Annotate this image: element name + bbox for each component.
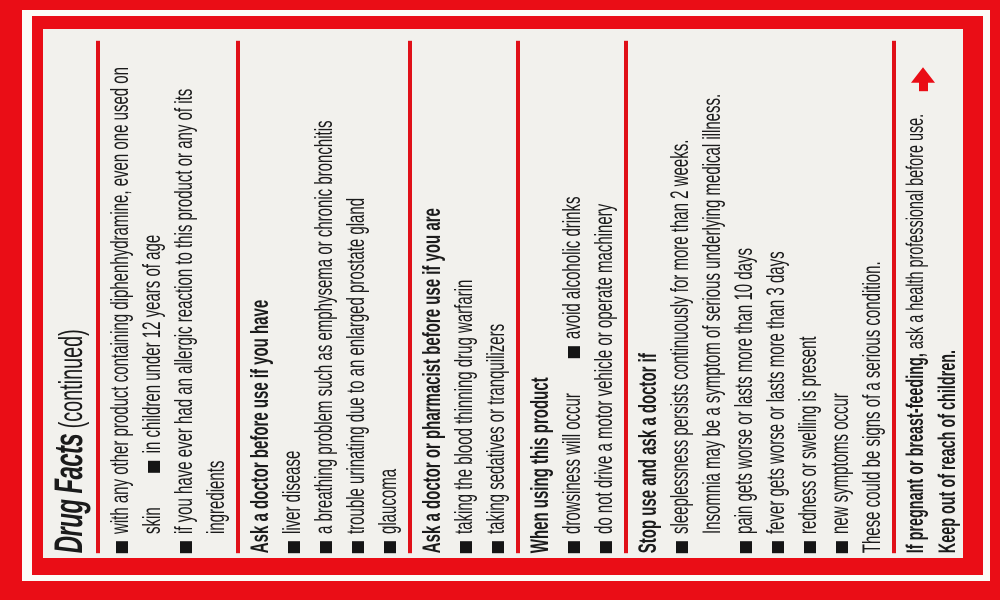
bullet-square-icon — [384, 541, 396, 554]
section-heading: When using this product — [526, 377, 554, 554]
bullet-item: glaucoma — [372, 41, 404, 554]
bullet-square-icon — [320, 541, 332, 554]
section-divider — [516, 40, 520, 554]
section-divider — [96, 40, 100, 554]
bullet-square-icon — [460, 541, 472, 554]
bullet-square-icon — [836, 541, 848, 554]
bullet-square-icon — [772, 541, 784, 554]
bullet-square-icon — [740, 541, 752, 554]
bullet-item: pain gets worse or lasts more than 10 da… — [728, 41, 760, 554]
bullet-item: trouble urinating due to an enlarged pro… — [340, 41, 372, 554]
bullet-item: new symptoms occur — [824, 41, 856, 554]
bullet-item: drowsiness will occur avoid alcoholic dri… — [556, 41, 588, 554]
bullet-square-icon — [568, 346, 580, 359]
bullet-item: liver disease — [276, 41, 308, 554]
bullet-square-icon — [492, 541, 504, 554]
section-pregnancy-warning: If pregnant or breast-feeding, ask a hea… — [899, 41, 963, 553]
bullet-item: if you have ever had an allergic reactio… — [168, 41, 232, 554]
bullet-square-icon — [148, 460, 160, 473]
drug-facts-title-continued: (continued) — [52, 329, 89, 434]
section-ask-pharmacist: Ask a doctor or pharmacist before use if… — [415, 41, 513, 554]
bullet-text: pain gets worse or lasts more than 10 da… — [730, 248, 758, 534]
keep-out-of-reach-warning: Keep out of reach of children. — [934, 349, 961, 554]
section-heading: Ask a doctor or pharmacist before use if… — [418, 208, 446, 554]
section-divider — [892, 40, 896, 554]
bullet-text: sleeplessness persists continuously for … — [666, 139, 694, 534]
section-ask-doctor: Ask a doctor before use if you have live… — [243, 41, 405, 554]
section-do-not-use-continued: with any other product containing diphen… — [103, 41, 233, 554]
bullet-text: liver disease — [278, 450, 306, 534]
bullet-text-continuation: Insomnia may be a symptom of serious und… — [698, 93, 726, 535]
bullet-square-icon — [116, 541, 128, 554]
bullet-text: trouble urinating due to an enlarged pro… — [342, 197, 370, 535]
bullet-square-icon — [676, 541, 688, 554]
pregnancy-warning-bold: If pregnant or breast-feeding, — [902, 353, 929, 554]
bullet-square-icon — [180, 541, 192, 554]
bullet-square-icon — [568, 541, 580, 554]
bullet-item: redness or swelling is present — [792, 41, 824, 554]
bullet-item: fever gets worse or lasts more than 3 da… — [760, 41, 792, 554]
drug-facts-title-bold: Drug Facts — [47, 433, 91, 554]
section-heading: Ask a doctor before use if you have — [246, 299, 274, 554]
bullet-item: taking sedatives or tranquilizers — [480, 41, 512, 554]
bullet-square-icon — [288, 541, 300, 554]
drug-facts-panel: Drug Facts (continued) with any other pr… — [43, 29, 963, 558]
bullet-text: if you have ever had an allergic reactio… — [170, 88, 230, 534]
bullet-text: in children under 12 years of age — [138, 234, 166, 454]
bullet-square-icon — [352, 541, 364, 554]
bullet-text: do not drive a motor vehicle or operate … — [590, 203, 618, 534]
bullet-square-icon — [804, 541, 816, 554]
bullet-text: drowsiness will occur — [558, 393, 586, 534]
bullet-text: a breathing problem such as emphysema or… — [310, 120, 338, 535]
drug-facts-title: Drug Facts (continued) — [47, 41, 93, 553]
bullet-square-icon — [600, 541, 612, 554]
bullet-text: redness or swelling is present — [794, 336, 822, 534]
section-divider — [624, 40, 628, 554]
section-divider — [408, 40, 412, 554]
bullet-text: avoid alcoholic drinks — [558, 196, 586, 340]
bullet-text: taking sedatives or tranquilizers — [482, 323, 510, 534]
bullet-text: fever gets worse or lasts more than 3 da… — [762, 251, 790, 534]
bullet-text: taking the blood thinning drug warfarin — [450, 279, 478, 534]
section-stop-use: Stop use and ask a doctor if sleeplessne… — [631, 41, 889, 554]
section-heading: Stop use and ask a doctor if — [634, 353, 662, 554]
pregnancy-warning-rest: ask a health professional before use. — [902, 113, 929, 354]
continue-arrow-icon — [911, 66, 936, 92]
section-footnote: These could be signs of a serious condit… — [858, 261, 886, 554]
bullet-item: with any other product containing diphen… — [104, 41, 168, 554]
section-divider — [236, 40, 240, 554]
bullet-text: glaucoma — [374, 468, 402, 534]
section-when-using: When using this product drowsiness will … — [523, 41, 621, 554]
pregnancy-warning: If pregnant or breast-feeding, ask a hea… — [900, 41, 932, 553]
bullet-item: do not drive a motor vehicle or operate … — [588, 41, 620, 554]
arrow-head — [911, 67, 935, 83]
drug-facts-rotated-content: Drug Facts (continued) with any other pr… — [43, 29, 963, 558]
bullet-item: a breathing problem such as emphysema or… — [308, 41, 340, 554]
bullet-item: sleeplessness persists continuously for … — [664, 41, 728, 554]
bullet-item: taking the blood thinning drug warfarin — [448, 41, 480, 554]
bullet-text: new symptoms occur — [826, 393, 854, 534]
